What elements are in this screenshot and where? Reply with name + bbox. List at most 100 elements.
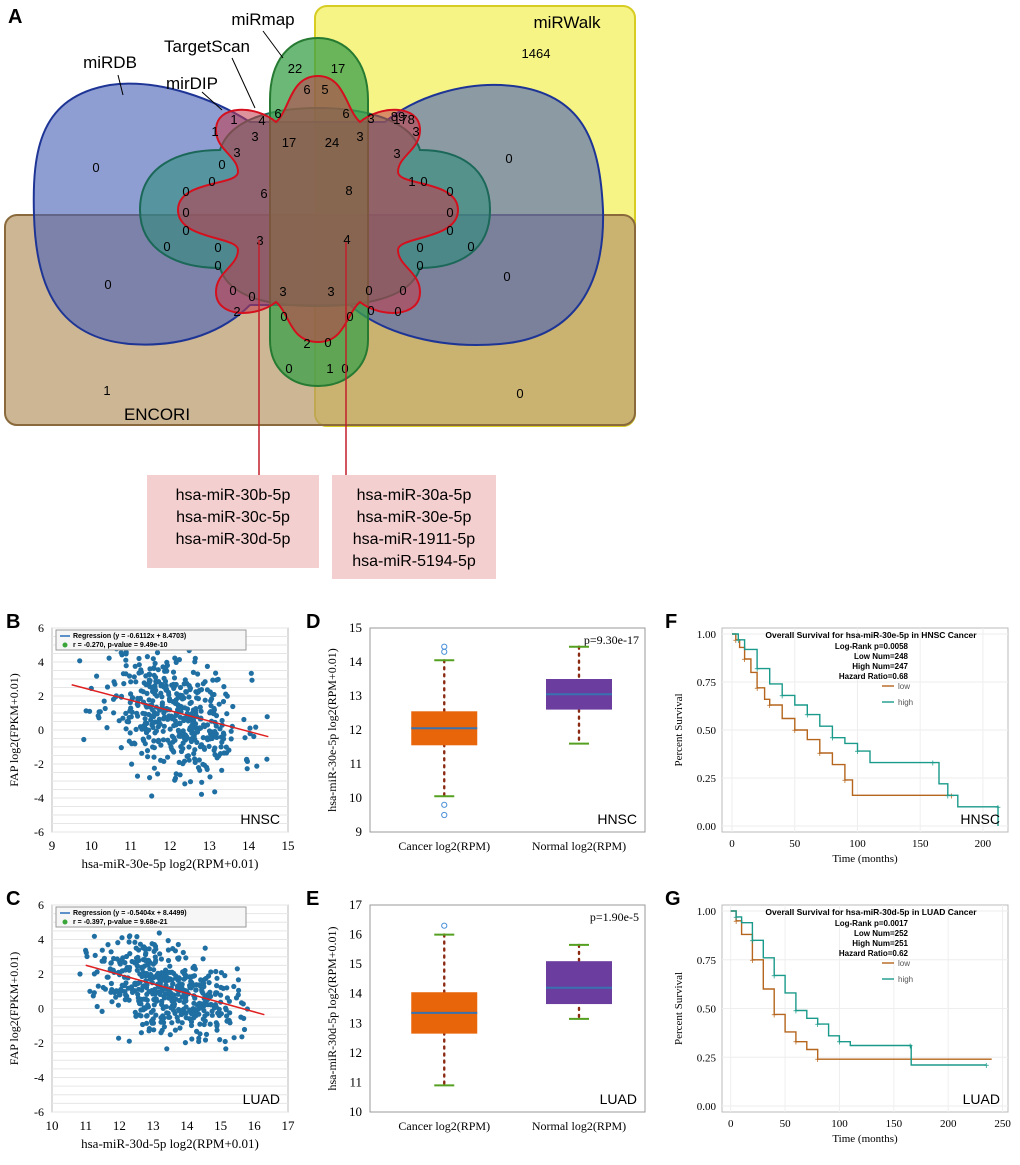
callout-left-mirna: hsa-miR-30c-5p bbox=[176, 509, 290, 526]
data-point bbox=[127, 951, 132, 956]
data-point bbox=[115, 956, 120, 961]
data-point bbox=[129, 714, 134, 719]
data-point bbox=[151, 755, 156, 760]
data-point bbox=[103, 706, 108, 711]
data-point bbox=[212, 745, 217, 750]
venn-region-count: 0 bbox=[503, 269, 510, 284]
data-point bbox=[183, 689, 188, 694]
data-point bbox=[154, 693, 159, 698]
data-point bbox=[116, 1003, 121, 1008]
data-point bbox=[224, 711, 229, 716]
data-point bbox=[213, 671, 218, 676]
data-point bbox=[187, 985, 192, 990]
data-point bbox=[134, 934, 139, 939]
data-point bbox=[152, 745, 157, 750]
data-point bbox=[145, 748, 150, 753]
censor-mark: + bbox=[842, 776, 848, 787]
data-point bbox=[249, 671, 254, 676]
censor-mark: + bbox=[855, 747, 861, 758]
data-point bbox=[188, 737, 193, 742]
data-point bbox=[156, 667, 161, 672]
y-axis-label: FAP log2(FPKM+0.01) bbox=[7, 952, 21, 1065]
data-point bbox=[177, 1025, 182, 1030]
data-point bbox=[135, 774, 140, 779]
data-point bbox=[189, 1036, 194, 1041]
data-point bbox=[120, 983, 125, 988]
censor-mark: + bbox=[742, 655, 748, 666]
data-point bbox=[222, 750, 227, 755]
data-point bbox=[249, 678, 254, 683]
censor-mark: + bbox=[754, 665, 760, 676]
venn-region-count: 22 bbox=[288, 61, 302, 76]
data-point bbox=[204, 976, 209, 981]
data-point bbox=[101, 985, 106, 990]
data-point bbox=[198, 1005, 203, 1010]
panel-label-c: C bbox=[6, 888, 20, 910]
callout-left-mirna: hsa-miR-30d-5p bbox=[176, 531, 291, 548]
data-point bbox=[163, 686, 168, 691]
data-point bbox=[183, 955, 188, 960]
venn-region-count: 17 bbox=[331, 61, 345, 76]
data-point bbox=[109, 999, 114, 1004]
data-point bbox=[151, 656, 156, 661]
venn-region-count: 0 bbox=[516, 386, 523, 401]
venn-region-count: 0 bbox=[104, 277, 111, 292]
data-point bbox=[151, 738, 156, 743]
data-point bbox=[197, 757, 202, 762]
cancer-label: LUAD bbox=[963, 1091, 1000, 1107]
data-point bbox=[217, 1037, 222, 1042]
censor-mark: + bbox=[930, 759, 936, 770]
data-point bbox=[152, 766, 157, 771]
data-point bbox=[219, 1011, 224, 1016]
venn-region-count: 1 bbox=[326, 361, 333, 376]
data-point bbox=[123, 967, 128, 972]
y-tick-label: 15 bbox=[349, 956, 362, 971]
venn-region-count: 6 bbox=[342, 106, 349, 121]
survival-chart-luad: 1.000.750.500.250.000 50 100 150 200 250Time … bbox=[673, 905, 1011, 1145]
data-point bbox=[165, 970, 170, 975]
data-point bbox=[119, 650, 124, 655]
data-point bbox=[214, 983, 219, 988]
data-point bbox=[163, 667, 168, 672]
y-tick-label: -4 bbox=[34, 1071, 44, 1085]
data-point bbox=[140, 973, 145, 978]
data-point bbox=[145, 654, 150, 659]
set-label-mirdip: mirDIP bbox=[166, 74, 218, 93]
data-point bbox=[144, 691, 149, 696]
data-point bbox=[203, 698, 208, 703]
data-point bbox=[142, 680, 147, 685]
data-point bbox=[159, 956, 164, 961]
x-tick-label: 17 bbox=[282, 1118, 296, 1133]
data-point bbox=[194, 1029, 199, 1034]
data-point bbox=[115, 940, 120, 945]
x-axis-label: hsa-miR-30d-5p log2(RPM+0.01) bbox=[81, 1136, 259, 1151]
x-tick-label: 200 bbox=[940, 1118, 957, 1130]
data-point bbox=[265, 714, 270, 719]
censor-mark: + bbox=[733, 913, 739, 924]
data-point bbox=[181, 950, 186, 955]
y-tick-label: 14 bbox=[349, 986, 363, 1001]
data-point bbox=[151, 967, 156, 972]
censor-mark: + bbox=[945, 791, 951, 802]
venn-region-count: 0 bbox=[324, 335, 331, 350]
data-point bbox=[130, 695, 135, 700]
data-point bbox=[171, 670, 176, 675]
data-point bbox=[140, 984, 145, 989]
venn-region-count: 0 bbox=[416, 258, 423, 273]
data-point bbox=[172, 684, 177, 689]
data-point bbox=[158, 980, 163, 985]
venn-region-count: 0 bbox=[346, 309, 353, 324]
x-tick-label: 15 bbox=[282, 838, 295, 853]
data-point bbox=[121, 671, 126, 676]
data-point bbox=[148, 972, 153, 977]
y-tick-label: -4 bbox=[34, 791, 44, 805]
panel-label-e: E bbox=[306, 888, 319, 910]
x-tick-label: 0 bbox=[728, 1118, 734, 1130]
venn-region-count: 24 bbox=[325, 135, 339, 150]
legend-dot-icon bbox=[63, 643, 68, 648]
data-point bbox=[92, 990, 97, 995]
y-tick-label: 2 bbox=[38, 689, 44, 703]
data-point bbox=[173, 973, 178, 978]
data-point bbox=[109, 981, 114, 986]
data-point bbox=[212, 733, 217, 738]
